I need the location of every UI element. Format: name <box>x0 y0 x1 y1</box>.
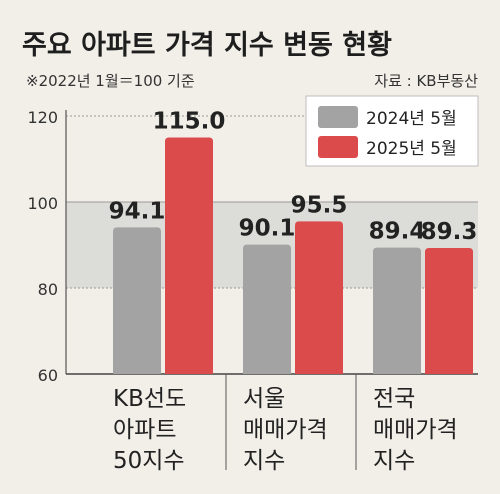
bar <box>113 227 161 374</box>
bar-value-label: 89.3 <box>421 219 478 245</box>
bar-value-label: 89.4 <box>369 219 426 245</box>
bar-value-label: 115.0 <box>153 109 226 135</box>
legend-entry: 2025년 5월 <box>366 139 457 159</box>
y-tick-label: 100 <box>27 194 58 213</box>
bar-value-label: 90.1 <box>239 216 296 242</box>
bar <box>425 248 473 374</box>
legend-swatch <box>318 136 358 158</box>
legend-swatch <box>318 106 358 128</box>
x-category-label: 전국 <box>373 386 415 412</box>
x-category-label: 서울 <box>243 386 285 412</box>
bar <box>165 137 213 374</box>
y-tick-label: 80 <box>38 280 58 299</box>
y-tick-label: 120 <box>27 108 58 127</box>
bar <box>295 221 343 374</box>
chart-subtitle: ※2022년 1월＝100 기준 <box>26 72 195 90</box>
bar-value-label: 95.5 <box>291 192 348 218</box>
y-tick-label: 60 <box>38 366 58 385</box>
legend: 2024년 5월 2025년 5월 <box>305 95 479 167</box>
bar-value-label: 94.1 <box>109 198 166 224</box>
plot-area: 60 80 100 120 94.1 90.1 89.4 115.0 95.5 89.3 KB선도아… <box>27 108 478 474</box>
x-category-label: 매매가격 <box>373 417 458 443</box>
bar <box>243 244 291 374</box>
x-category-label: 지수 <box>243 448 285 474</box>
chart-title: 주요 아파트 가격 지수 변동 현황 <box>22 30 392 61</box>
x-category-label: 지수 <box>373 448 415 474</box>
x-category-label: 매매가격 <box>243 417 328 443</box>
x-category-label: 50지수 <box>113 448 185 474</box>
x-category-label: 아파트 <box>113 417 176 443</box>
chart-source: 자료 : KB부동산 <box>374 72 478 90</box>
x-category-label: KB선도 <box>113 386 186 412</box>
legend-entry: 2024년 5월 <box>366 109 457 129</box>
bar <box>373 247 421 374</box>
